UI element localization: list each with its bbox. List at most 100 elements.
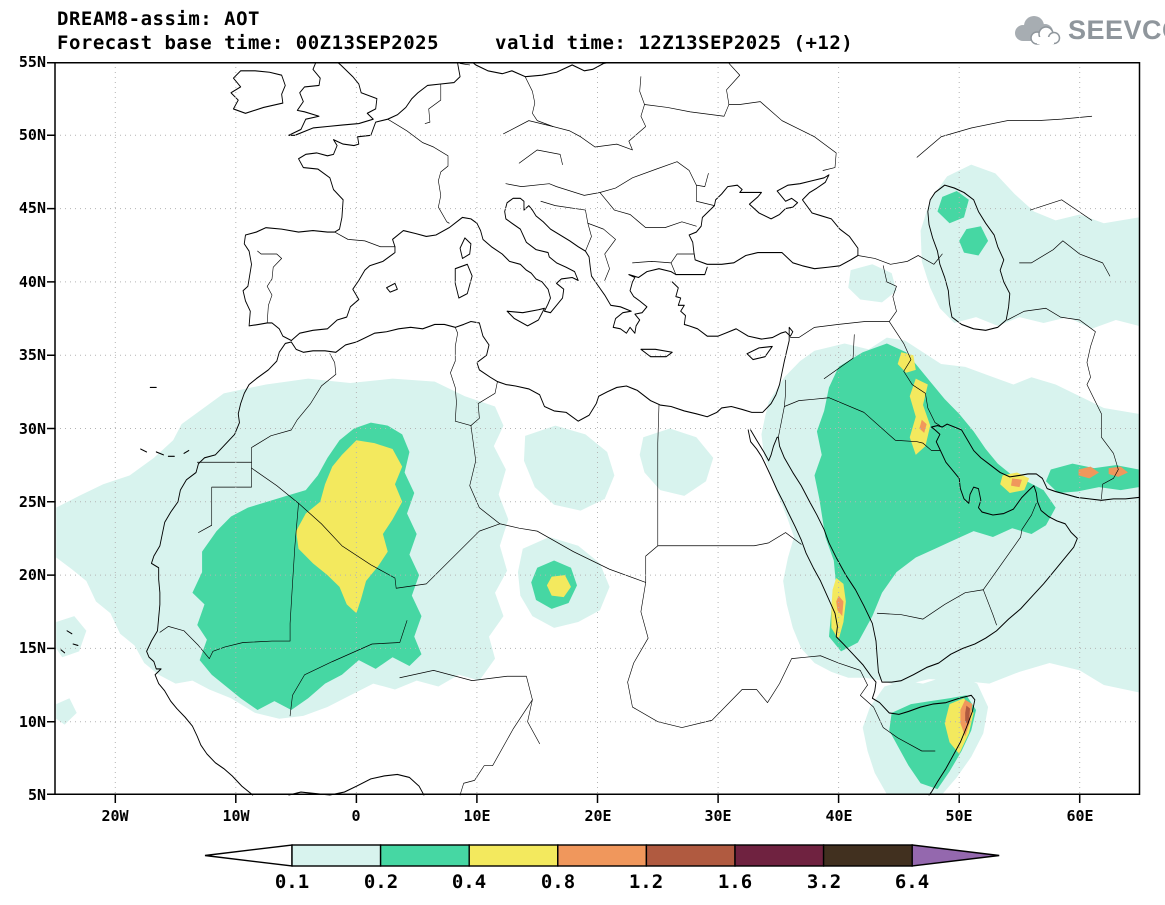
border-line bbox=[778, 379, 786, 438]
border-line bbox=[540, 200, 592, 252]
colorbar-label: 1.2 bbox=[628, 871, 664, 893]
base-time-text: Forecast base time: 00Z13SEP2025 bbox=[57, 32, 440, 54]
border-line bbox=[424, 83, 442, 124]
aot-region bbox=[959, 226, 989, 256]
lat-label: 20N bbox=[18, 566, 46, 584]
border-line bbox=[587, 222, 616, 281]
cloud-icon bbox=[1015, 16, 1061, 45]
coastline-redsea-horn bbox=[747, 429, 976, 796]
aot-region bbox=[848, 264, 897, 303]
aot-region bbox=[919, 419, 927, 433]
border-line bbox=[657, 404, 802, 547]
border-line bbox=[916, 115, 1093, 158]
coastlines bbox=[60, 62, 1140, 796]
lon-label: 50E bbox=[945, 807, 973, 825]
lat-label: 55N bbox=[18, 53, 46, 71]
lon-label: 10W bbox=[222, 807, 250, 825]
coastline-arabia bbox=[750, 423, 1140, 683]
border-line bbox=[469, 425, 647, 583]
border-line bbox=[982, 502, 1037, 591]
lat-label: 45N bbox=[18, 199, 46, 217]
island-sardinia bbox=[454, 263, 473, 299]
border-line bbox=[470, 381, 498, 426]
aot-region bbox=[56, 616, 87, 658]
border-line bbox=[289, 620, 408, 717]
border-line bbox=[196, 353, 337, 463]
lon-label: 20W bbox=[101, 807, 129, 825]
islands-canary bbox=[140, 386, 190, 457]
aot-region bbox=[1011, 478, 1022, 488]
colorbar-cell bbox=[557, 844, 648, 867]
border-line bbox=[857, 253, 943, 265]
border-line bbox=[1007, 307, 1119, 500]
border-line bbox=[257, 250, 282, 324]
coastline-caspian bbox=[927, 184, 1011, 331]
aot-region bbox=[920, 164, 1139, 329]
aot-region bbox=[836, 595, 844, 617]
seevccc-logo: SEEVCCC bbox=[1010, 12, 1165, 48]
colorbar-label: 6.4 bbox=[894, 871, 930, 893]
lat-label: 30N bbox=[18, 420, 46, 438]
forecast-map bbox=[47, 62, 1141, 803]
lat-label: 15N bbox=[18, 639, 46, 657]
lat-label: 50N bbox=[18, 126, 46, 144]
border-line bbox=[644, 101, 837, 171]
colorbar-cell bbox=[291, 844, 382, 867]
colorbar-arrow-high bbox=[911, 844, 1000, 867]
border-line bbox=[860, 684, 936, 752]
coastline-black-sea bbox=[688, 174, 859, 270]
coastline-baltic bbox=[471, 62, 613, 78]
island-mallorca bbox=[386, 282, 398, 293]
border-line bbox=[696, 184, 715, 207]
page-subtitle: Forecast base time: 00Z13SEP2025 valid t… bbox=[57, 32, 853, 54]
border-line bbox=[627, 545, 659, 683]
border-line bbox=[459, 63, 471, 66]
border-line bbox=[198, 461, 252, 533]
coastline-turkey-africa-atlantic bbox=[146, 281, 794, 796]
border-line bbox=[676, 161, 709, 187]
lon-label: 10E bbox=[463, 807, 491, 825]
aot-region bbox=[1078, 466, 1100, 479]
lon-label: 40E bbox=[825, 807, 853, 825]
border-line bbox=[1019, 240, 1111, 277]
aot-region bbox=[937, 191, 969, 224]
islands-cape-verde bbox=[60, 630, 79, 654]
axis-ticks bbox=[47, 62, 1141, 803]
lat-label: 35N bbox=[18, 346, 46, 364]
colorbar-label: 0.2 bbox=[363, 871, 399, 893]
border-line bbox=[251, 467, 501, 589]
border-line bbox=[334, 231, 396, 248]
lat-label: 5N bbox=[27, 786, 46, 804]
border-line bbox=[524, 76, 581, 138]
coastline-marmara bbox=[675, 266, 708, 276]
island-corsica bbox=[459, 237, 472, 259]
colorbar-label: 0.1 bbox=[274, 871, 310, 893]
border-line bbox=[784, 397, 941, 451]
border-line bbox=[790, 321, 890, 338]
colorbar-cell bbox=[734, 844, 825, 867]
coastline-north-mediterranean bbox=[290, 197, 677, 342]
coastline-ireland bbox=[230, 70, 286, 114]
border-line bbox=[670, 262, 677, 275]
lon-label: 30E bbox=[704, 807, 732, 825]
lon-label: 0 bbox=[351, 807, 361, 825]
colorbar-cell bbox=[822, 844, 913, 867]
border-line bbox=[823, 334, 855, 380]
aot-region bbox=[1108, 466, 1128, 477]
border-line bbox=[580, 76, 647, 151]
lat-label: 10N bbox=[18, 713, 46, 731]
colorbar-label: 3.2 bbox=[806, 871, 842, 893]
aot-region bbox=[296, 440, 403, 614]
country-borders bbox=[159, 62, 1119, 796]
border-line bbox=[876, 589, 997, 626]
border-line bbox=[450, 326, 472, 426]
coastline-britain bbox=[288, 62, 378, 136]
colorbar-label: 0.4 bbox=[451, 871, 487, 893]
border-line bbox=[882, 265, 897, 322]
colorbar-cell bbox=[379, 844, 470, 867]
coastline-iberia-france bbox=[242, 62, 461, 342]
aot-region bbox=[909, 378, 931, 455]
border-line bbox=[505, 161, 678, 196]
coastline-britain-west bbox=[288, 62, 321, 136]
lon-label: 60E bbox=[1066, 807, 1094, 825]
